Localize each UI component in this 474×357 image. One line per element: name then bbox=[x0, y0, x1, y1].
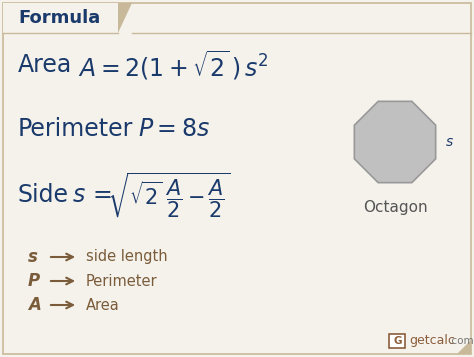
Polygon shape bbox=[355, 101, 436, 183]
Text: Formula: Formula bbox=[18, 9, 100, 27]
Polygon shape bbox=[118, 3, 132, 33]
Text: getcalc: getcalc bbox=[409, 334, 455, 347]
Polygon shape bbox=[457, 340, 471, 354]
Text: s: s bbox=[28, 248, 38, 266]
Text: $s\, =\,$: $s\, =\,$ bbox=[72, 183, 112, 207]
Text: A: A bbox=[28, 296, 41, 314]
Text: $\sqrt{\sqrt{2}\;\dfrac{A}{2} - \dfrac{A}{2}}$: $\sqrt{\sqrt{2}\;\dfrac{A}{2} - \dfrac{A… bbox=[107, 170, 230, 220]
Text: Perimeter: Perimeter bbox=[18, 117, 133, 141]
Text: s: s bbox=[446, 135, 453, 149]
Text: side length: side length bbox=[86, 250, 168, 265]
Text: $P = 8s$: $P = 8s$ bbox=[138, 117, 210, 141]
FancyBboxPatch shape bbox=[3, 3, 471, 354]
FancyBboxPatch shape bbox=[390, 333, 405, 347]
Text: Perimeter: Perimeter bbox=[86, 273, 158, 288]
FancyBboxPatch shape bbox=[3, 3, 118, 33]
Text: Octagon: Octagon bbox=[363, 200, 428, 215]
Text: G: G bbox=[393, 336, 402, 346]
Text: $A = 2(1 + \sqrt{2}\,)\,s^2$: $A = 2(1 + \sqrt{2}\,)\,s^2$ bbox=[78, 48, 269, 82]
Text: Area: Area bbox=[18, 53, 72, 77]
Text: Side: Side bbox=[18, 183, 69, 207]
Text: .com: .com bbox=[449, 336, 474, 346]
Text: P: P bbox=[28, 272, 40, 290]
Text: Area: Area bbox=[86, 297, 120, 312]
